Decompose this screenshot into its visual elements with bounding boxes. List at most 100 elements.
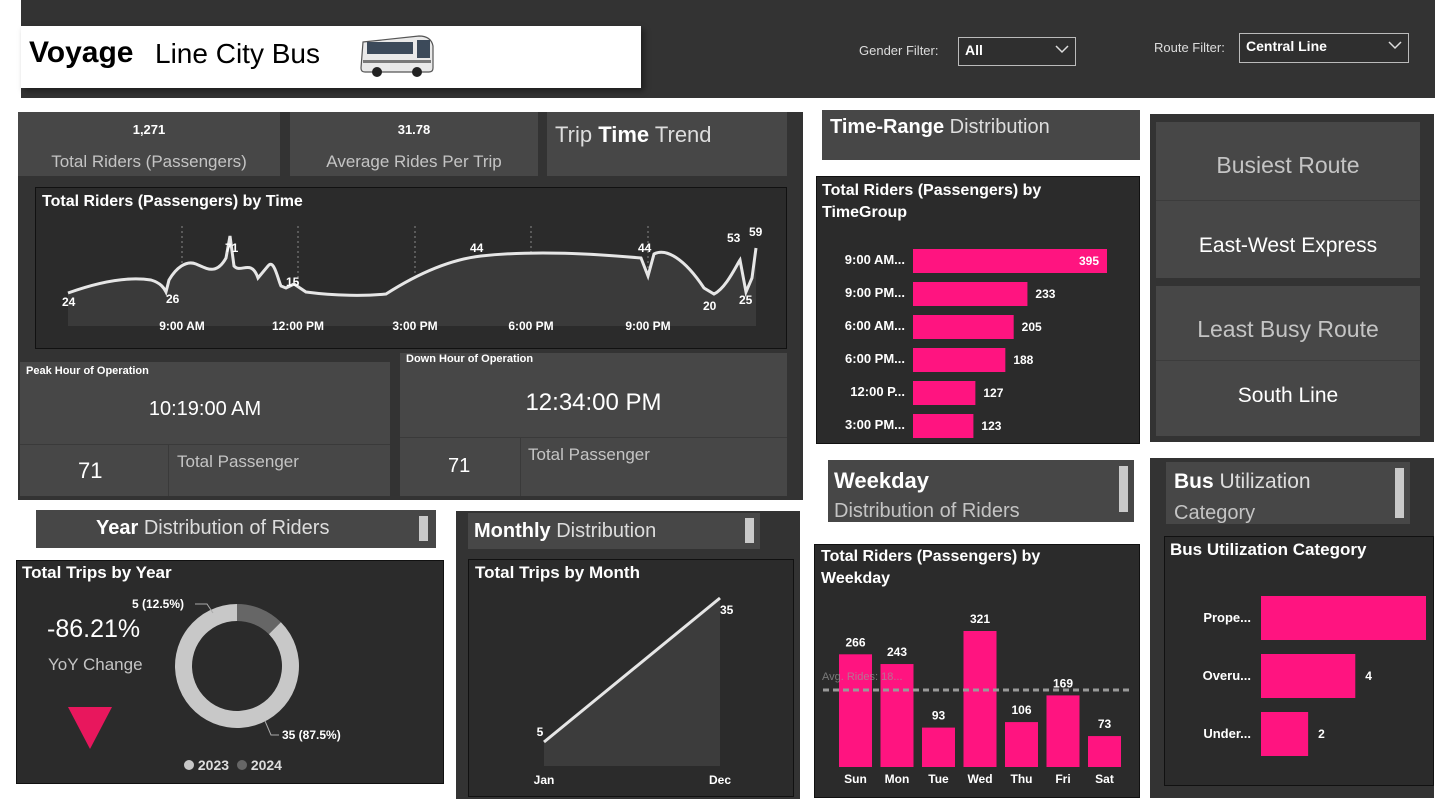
peak-passenger-count: 71 (78, 458, 103, 483)
scroll-indicator[interactable] (1119, 466, 1128, 512)
monthly-chart-title: Total Trips by Month (475, 563, 640, 582)
bar (1005, 722, 1038, 767)
peak-hour-time: 10:19:00 AM (148, 398, 262, 420)
chevron-down-icon (1388, 41, 1402, 50)
trip-label: Trip (555, 122, 593, 147)
value-label: 4 (1365, 669, 1372, 683)
x-tick-label: Jan (534, 773, 555, 787)
bus-util-header-bold: Bus (1174, 470, 1214, 493)
x-tick-label: 12:00 PM (272, 319, 324, 333)
bus-icon (360, 35, 434, 77)
x-tick-label: Sun (844, 772, 867, 786)
time-line (67, 235, 758, 298)
category-label: 3:00 PM... (845, 417, 905, 432)
weekday-bar-chart: 266 Sun 243 Mon 93 Tue 321 Wed 106 Thu 169 Fri 73 Sat… (822, 612, 1133, 786)
value-label: 123 (981, 419, 1001, 433)
time-section: 1,271 Total Riders (Passengers) 31.78 Av… (18, 112, 803, 500)
legend-2023: 2023 (197, 757, 230, 773)
bus-util-header-rest-2: Category (1174, 502, 1256, 524)
value-label: 266 (845, 635, 865, 649)
bar (913, 249, 1107, 273)
weekday-header-bold: Weekday (834, 468, 929, 493)
year-legend: 2023 2024 (184, 757, 282, 773)
point-label: 15 (286, 275, 300, 289)
x-tick-label: Dec (709, 773, 731, 787)
year-header-bold: Year (96, 517, 139, 539)
value-label: 188 (1013, 353, 1033, 367)
monthly-header-rest: Distribution (556, 520, 657, 542)
down-passenger-label: Total Passenger (528, 445, 650, 464)
slice-label: 35 (87.5%) (282, 728, 341, 742)
scroll-indicator[interactable] (745, 518, 754, 543)
value-label: 395 (1079, 254, 1099, 268)
header-bar: Voyage Line City Bus Gender Filter: All … (21, 0, 1435, 98)
x-tick-label: Wed (967, 772, 992, 786)
bus-util-chart: Bus Utilization Category Prope...7Overu.… (1164, 536, 1434, 786)
time-range-section: Time-Range Distribution Total Riders (Pa… (814, 110, 1144, 454)
route-filter-dropdown[interactable]: Central Line (1239, 33, 1409, 63)
weekday-chart-title: Total Riders (Passengers) by Weekday (821, 548, 1041, 587)
chevron-down-icon (1055, 45, 1069, 54)
time-chart: Total Riders (Passengers) by Time 24 26 … (35, 187, 787, 349)
trend-line (543, 596, 721, 744)
value-label: 35 (720, 603, 734, 617)
title-bold: Voyage (29, 36, 134, 69)
monthly-chart: Total Trips by Month 5 35 Jan Dec (468, 559, 794, 797)
area-fill (544, 598, 720, 766)
leader-line (195, 603, 214, 614)
timegroup-bar-chart: 9:00 AM... 395 9:00 PM... 233 6:00 AM... 205 6… (845, 249, 1107, 438)
x-tick-label: Sat (1095, 772, 1114, 786)
scroll-indicator[interactable] (419, 516, 428, 541)
timegroup-chart: Total Riders (Passengers) by TimeGroup 9… (816, 176, 1140, 444)
bar (880, 664, 914, 767)
peak-hour-card: Peak Hour of Operation 10:19:00 AM 71 To… (20, 362, 390, 496)
bus-util-chart-title: Bus Utilization Category (1170, 540, 1367, 559)
monthly-section: Monthly Distribution Total Trips by Mont… (456, 511, 800, 799)
avg-rides-label: Average Rides Per Trip (326, 152, 502, 171)
weekday-header: Weekday Distribution of Riders (828, 460, 1134, 522)
x-tick-label: 3:00 PM (392, 319, 437, 333)
year-chart: Total Trips by Year -86.21% YoY Change 5… (16, 560, 444, 784)
value-label: 243 (887, 645, 907, 659)
down-hour-card: Down Hour of Operation 12:34:00 PM 71 To… (400, 353, 787, 496)
category-label: 12:00 P... (850, 384, 905, 399)
weekday-chart: Total Riders (Passengers) by Weekday 266… (814, 544, 1140, 798)
point-label: 44 (470, 241, 484, 255)
value-label: 5 (537, 725, 544, 739)
x-tick-label: 9:00 AM (159, 319, 205, 333)
total-riders-card: 1,271 Total Riders (Passengers) (18, 112, 280, 176)
bar (1261, 712, 1309, 756)
time-range-header: Time-Range Distribution (822, 110, 1140, 160)
title-rest: Line City Bus (155, 38, 320, 69)
busiest-route-label: Busiest Route (1216, 152, 1360, 178)
category-label: 6:00 PM... (845, 351, 905, 366)
value-label: 127 (983, 386, 1003, 400)
avg-rides-card: 31.78 Average Rides Per Trip (290, 112, 538, 176)
total-riders-value: 1,271 (132, 122, 166, 137)
category-label: 6:00 AM... (845, 318, 905, 333)
least-route-label: Least Busy Route (1197, 316, 1379, 342)
point-label: 25 (739, 293, 753, 307)
gender-filter-dropdown[interactable]: All (958, 37, 1076, 66)
category-label: 9:00 AM... (845, 252, 905, 267)
value-label: 93 (932, 709, 946, 723)
monthly-header-bold: Monthly (474, 520, 551, 542)
trip-time-trend-header: Trip Time Trend (547, 112, 787, 176)
bus-util-header-rest-1: Utilization (1219, 470, 1311, 493)
value-label: 73 (1098, 717, 1112, 731)
gender-filter-value: All (965, 42, 983, 58)
bar (1261, 596, 1426, 640)
route-filter-value: Central Line (1246, 38, 1327, 54)
time-label: Time (598, 122, 650, 147)
down-arrow-icon (68, 707, 112, 749)
bus-util-header: Bus Utilization Category (1166, 462, 1410, 524)
category-label: Under... (1203, 726, 1251, 741)
year-header-rest: Distribution of Riders (143, 517, 330, 539)
busiest-route-card: Busiest Route East-West Express (1156, 122, 1420, 278)
x-tick-label: Fri (1055, 772, 1070, 786)
least-route-card: Least Busy Route South Line (1156, 286, 1420, 436)
value-label: 233 (1035, 287, 1055, 301)
scroll-indicator[interactable] (1395, 468, 1404, 518)
trend-label: Trend (654, 122, 712, 147)
value-label: 106 (1011, 703, 1031, 717)
